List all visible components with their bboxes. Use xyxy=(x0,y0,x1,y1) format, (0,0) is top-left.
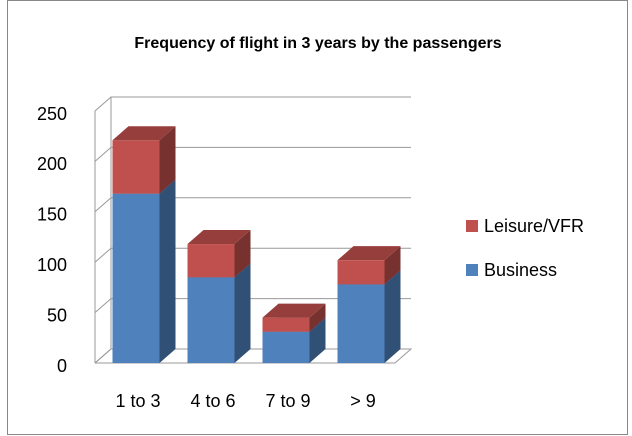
chart-title: Frequency of flight in 3 years by the pa… xyxy=(134,35,501,52)
bar-side xyxy=(384,246,401,285)
y-tick-label: 150 xyxy=(37,205,67,225)
grid-line xyxy=(94,197,411,213)
grid-line xyxy=(94,247,411,263)
grid-line xyxy=(94,298,411,313)
bar-front xyxy=(187,244,235,278)
x-tick-label: 4 to 6 xyxy=(190,391,235,411)
y-tick-label: 100 xyxy=(37,255,67,275)
bar-segment xyxy=(112,179,176,363)
bar-side xyxy=(309,317,326,363)
bar-segment xyxy=(187,263,251,363)
bar-segment xyxy=(187,230,251,278)
legend-label: Leisure/VFR xyxy=(484,216,584,236)
bar-front xyxy=(112,193,160,363)
bar-segment xyxy=(262,303,326,332)
bar-front xyxy=(262,331,310,363)
bar-side xyxy=(234,230,251,278)
bar-top xyxy=(112,126,176,141)
bar-segment xyxy=(112,126,176,194)
x-tick-label: > 9 xyxy=(350,391,376,411)
bar-top xyxy=(187,230,251,245)
y-tick-label: 200 xyxy=(37,154,67,174)
bar-front xyxy=(187,277,235,363)
legend-swatch xyxy=(466,220,478,232)
bar-side xyxy=(309,303,326,332)
bar-front xyxy=(112,140,160,194)
bar-front xyxy=(337,260,385,285)
y-tick-label: 250 xyxy=(37,104,67,124)
bar-top xyxy=(337,246,401,261)
bar-side xyxy=(159,179,176,363)
bar-front xyxy=(262,317,310,332)
grid-line xyxy=(94,96,411,112)
legend-swatch xyxy=(466,264,478,276)
bar-top xyxy=(262,303,326,318)
legend-label: Business xyxy=(484,260,557,280)
y-tick-label: 0 xyxy=(57,356,67,376)
x-tick-label: 7 to 9 xyxy=(265,391,310,411)
y-tick-label: 50 xyxy=(47,305,67,325)
grid-line xyxy=(94,146,411,162)
bar-segment xyxy=(337,246,401,285)
bar-front xyxy=(337,284,385,363)
bar-side xyxy=(384,270,401,363)
bar-side xyxy=(234,263,251,363)
bar-side xyxy=(159,126,176,194)
x-tick-label: 1 to 3 xyxy=(115,391,160,411)
